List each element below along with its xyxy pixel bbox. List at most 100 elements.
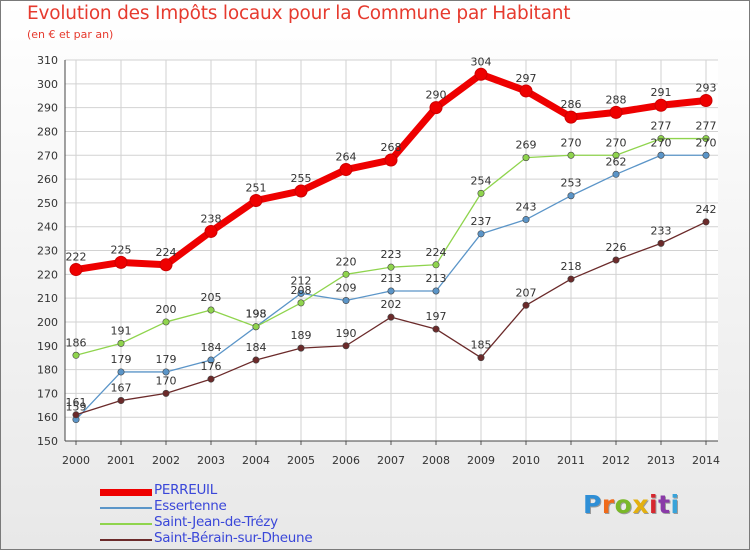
data-point <box>477 230 485 238</box>
data-label: 277 <box>696 120 717 133</box>
data-label: 270 <box>696 136 717 149</box>
data-label: 270 <box>606 136 627 149</box>
data-label: 224 <box>426 246 447 259</box>
data-point <box>567 192 575 200</box>
data-point <box>432 261 440 269</box>
data-label: 213 <box>381 272 402 285</box>
x-tick-label: 2004 <box>242 454 270 467</box>
data-label: 251 <box>246 181 267 194</box>
data-label: 269 <box>516 139 537 152</box>
data-point <box>252 323 260 331</box>
data-label: 191 <box>111 324 132 337</box>
data-label: 238 <box>201 212 222 225</box>
y-tick-label: 180 <box>37 364 58 377</box>
data-label: 159 <box>66 401 87 414</box>
legend-swatch <box>100 539 152 541</box>
data-label: 293 <box>696 81 717 94</box>
y-tick-label: 280 <box>37 125 58 138</box>
logo-letter: o <box>614 490 633 519</box>
data-point <box>159 258 173 272</box>
x-tick-label: 2005 <box>287 454 315 467</box>
data-label: 223 <box>381 248 402 261</box>
data-point <box>387 263 395 271</box>
data-label: 277 <box>651 120 672 133</box>
x-tick-label: 2006 <box>332 454 360 467</box>
series-saint-b-rain-sur-dheune <box>72 218 710 419</box>
y-tick-label: 190 <box>37 340 58 353</box>
data-point <box>162 389 170 397</box>
y-tick-label: 310 <box>37 54 58 67</box>
data-point <box>612 256 620 264</box>
data-label: 264 <box>336 151 357 164</box>
data-label: 179 <box>156 353 177 366</box>
y-tick-label: 210 <box>37 292 58 305</box>
data-label: 200 <box>156 303 177 316</box>
data-point <box>567 151 575 159</box>
x-tick-label: 2011 <box>557 454 585 467</box>
data-point <box>477 189 485 197</box>
data-point <box>72 411 80 419</box>
data-point <box>609 105 623 119</box>
data-point <box>612 151 620 159</box>
data-point <box>699 93 713 107</box>
data-label: 243 <box>516 201 537 214</box>
data-point <box>117 339 125 347</box>
data-label: 186 <box>66 336 87 349</box>
y-tick-label: 160 <box>37 411 58 424</box>
data-point <box>522 216 530 224</box>
x-tick-label: 2002 <box>152 454 180 467</box>
data-label: 176 <box>201 360 222 373</box>
data-point <box>702 218 710 226</box>
logo-letter: P <box>583 490 602 519</box>
data-point <box>477 354 485 362</box>
data-label: 198 <box>246 308 267 321</box>
data-label: 202 <box>381 298 402 311</box>
y-tick-label: 150 <box>37 435 58 448</box>
legend-label: PERREUIL <box>154 482 217 498</box>
data-point <box>654 98 668 112</box>
data-point <box>432 325 440 333</box>
data-label: 297 <box>516 72 537 85</box>
data-label: 262 <box>606 155 627 168</box>
data-point <box>432 287 440 295</box>
data-point <box>702 135 710 143</box>
data-label: 268 <box>381 141 402 154</box>
data-point <box>342 342 350 350</box>
data-label: 270 <box>561 136 582 149</box>
data-label: 184 <box>246 341 267 354</box>
x-tick-label: 2010 <box>512 454 540 467</box>
data-point <box>612 170 620 178</box>
data-point <box>387 313 395 321</box>
data-label: 212 <box>291 274 312 287</box>
data-label: 205 <box>201 291 222 304</box>
data-point <box>207 306 215 314</box>
data-point <box>387 287 395 295</box>
y-tick-label: 270 <box>37 149 58 162</box>
data-point <box>522 301 530 309</box>
proxiti-logo: Proxiti <box>583 490 680 519</box>
data-point <box>519 84 533 98</box>
data-label: 226 <box>606 241 627 254</box>
y-tick-label: 240 <box>37 221 58 234</box>
legend-swatch <box>100 488 152 496</box>
x-tick-label: 2000 <box>62 454 90 467</box>
data-point <box>342 297 350 305</box>
legend-swatch <box>100 523 152 525</box>
data-label: 270 <box>651 136 672 149</box>
data-label: 286 <box>561 98 582 111</box>
data-label: 207 <box>516 286 537 299</box>
x-tick-label: 2014 <box>692 454 720 467</box>
legend-label: Essertenne <box>154 498 227 514</box>
legend-swatch <box>100 507 152 509</box>
data-label: 161 <box>66 396 87 409</box>
data-label: 233 <box>651 224 672 237</box>
series-perreuil <box>69 67 713 277</box>
data-point <box>204 224 218 238</box>
data-point <box>252 356 260 364</box>
data-point <box>207 375 215 383</box>
data-label: 222 <box>66 251 87 264</box>
series-saint-jean-de-tr-zy <box>72 135 710 359</box>
y-tick-label: 250 <box>37 197 58 210</box>
data-point <box>117 368 125 376</box>
y-tick-label: 230 <box>37 245 58 258</box>
